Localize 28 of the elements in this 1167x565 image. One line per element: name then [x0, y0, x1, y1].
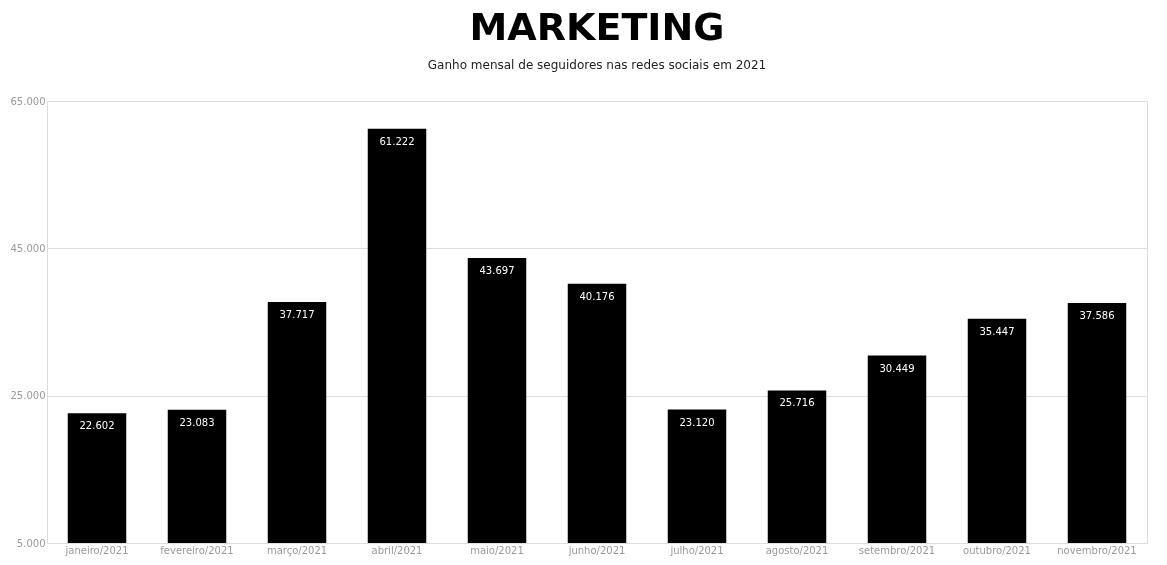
x-tick-label: maio/2021 [470, 544, 524, 556]
x-tick-label: julho/2021 [669, 544, 724, 556]
data-label: 30.449 [879, 362, 915, 374]
chart-subtitle: Ganho mensal de seguidores nas redes sociais em 2021 [427, 58, 767, 72]
x-tick-label: abril/2021 [371, 544, 423, 556]
x-tick-label: junho/2021 [567, 544, 626, 556]
y-tick-label: 5.000 [16, 537, 46, 549]
y-tick-label: 25.000 [10, 390, 46, 402]
data-label: 22.602 [79, 420, 115, 432]
y-tick-label: 45.000 [10, 242, 46, 254]
data-label: 23.120 [679, 416, 715, 428]
data-label: 37.586 [1079, 309, 1115, 321]
data-label: 40.176 [579, 290, 615, 302]
x-tick-label: agosto/2021 [765, 544, 829, 556]
data-label: 25.716 [779, 397, 815, 409]
data-label: 35.447 [979, 325, 1015, 337]
y-tick-label: 65.000 [10, 95, 46, 107]
x-tick-label: outubro/2021 [963, 544, 1031, 556]
data-label: 61.222 [379, 135, 415, 147]
x-tick-label: novembro/2021 [1057, 544, 1137, 556]
x-tick-label: janeiro/2021 [64, 544, 129, 556]
data-label: 23.083 [179, 416, 215, 428]
data-label: 43.697 [479, 264, 515, 276]
x-tick-label: fevereiro/2021 [160, 544, 234, 556]
x-tick-label: março/2021 [266, 544, 328, 556]
x-tick-label: setembro/2021 [858, 544, 936, 556]
chart-title: MARKETING [469, 5, 725, 49]
data-label: 37.717 [279, 308, 315, 320]
